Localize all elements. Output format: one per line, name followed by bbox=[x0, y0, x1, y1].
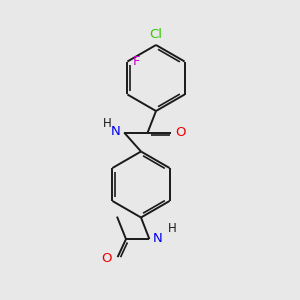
Text: Cl: Cl bbox=[149, 28, 163, 41]
Text: H: H bbox=[103, 117, 112, 130]
Text: F: F bbox=[133, 55, 140, 68]
Text: O: O bbox=[102, 252, 112, 265]
Text: O: O bbox=[175, 126, 185, 139]
Text: H: H bbox=[167, 223, 176, 236]
Text: N: N bbox=[153, 232, 163, 245]
Text: N: N bbox=[111, 125, 121, 139]
